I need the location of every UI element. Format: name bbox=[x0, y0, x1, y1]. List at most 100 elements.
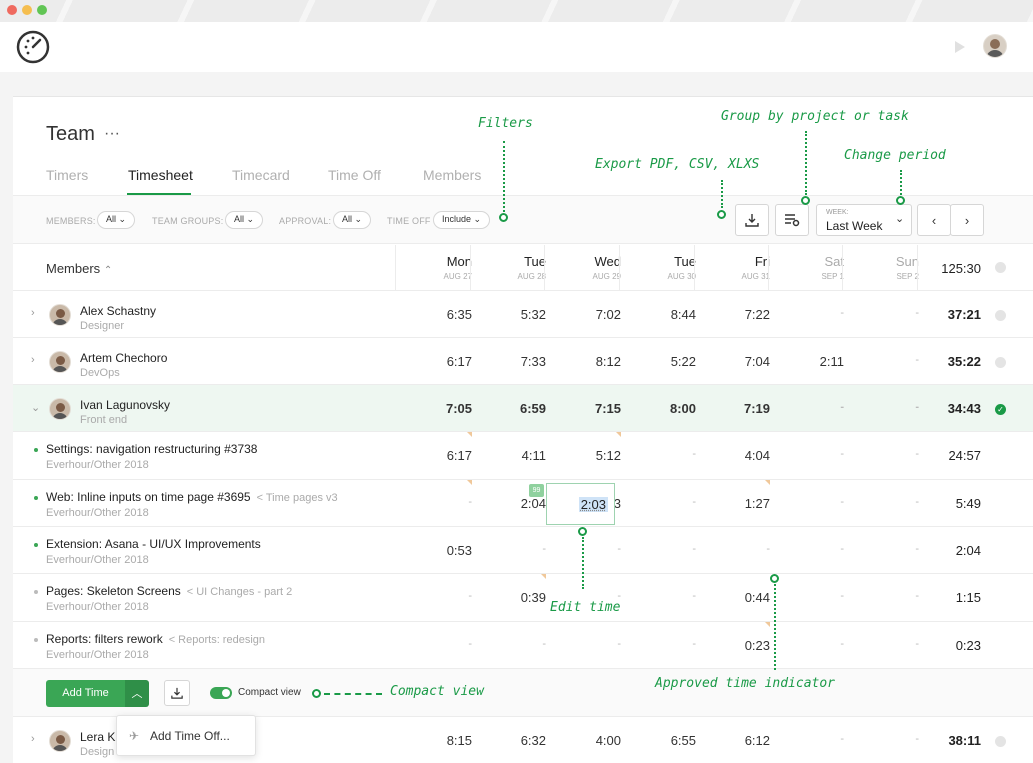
time-cell[interactable]: 8:12 bbox=[595, 353, 621, 369]
time-cell[interactable]: - bbox=[840, 448, 844, 460]
more-options-button[interactable]: ··· bbox=[104, 125, 120, 142]
time-cell[interactable]: - bbox=[468, 637, 472, 650]
member-row[interactable]: ⌄ Ivan Lagunovsky Front end 7:05 6:59 7:15 8:0… bbox=[13, 385, 1033, 432]
time-cell[interactable]: - bbox=[915, 400, 919, 413]
time-cell[interactable]: 5:32 bbox=[520, 306, 546, 322]
time-cell[interactable]: 7:19 bbox=[743, 400, 770, 416]
export-button[interactable] bbox=[735, 204, 769, 236]
time-cell[interactable]: - bbox=[840, 306, 844, 319]
time-cell[interactable]: - bbox=[766, 542, 770, 555]
time-off-filter-select[interactable]: Include ⌄ bbox=[433, 211, 491, 229]
members-column-header[interactable]: Members ⌃ bbox=[46, 261, 112, 276]
time-cell[interactable]: - bbox=[840, 495, 844, 508]
expand-chevron-icon[interactable]: ⌄ bbox=[31, 402, 41, 414]
time-cell[interactable]: - bbox=[542, 637, 546, 650]
approval-status-icon[interactable] bbox=[995, 262, 1006, 273]
time-cell[interactable]: - bbox=[915, 732, 919, 745]
week-period-select[interactable]: WEEK: Last Week ⌄ bbox=[816, 204, 912, 236]
close-window-dot[interactable] bbox=[7, 5, 17, 15]
time-cell[interactable]: 1:27 bbox=[744, 495, 770, 511]
group-by-button[interactable] bbox=[775, 204, 809, 236]
time-cell[interactable]: 7:15 bbox=[594, 400, 621, 416]
expand-chevron-icon[interactable]: › bbox=[31, 733, 35, 745]
time-cell[interactable]: 6:17 bbox=[446, 353, 472, 369]
expand-chevron-icon[interactable]: › bbox=[31, 354, 35, 366]
time-cell[interactable]: - bbox=[692, 590, 696, 602]
add-time-dropdown-toggle[interactable]: ︿ bbox=[125, 680, 149, 707]
next-period-button[interactable]: › bbox=[950, 204, 984, 236]
tab-timers[interactable]: Timers bbox=[46, 167, 89, 183]
time-cell[interactable]: 8:44 bbox=[670, 306, 696, 322]
task-row[interactable]: Extension: Asana - UI/UX Improvements Eve… bbox=[13, 527, 1033, 574]
minimize-window-dot[interactable] bbox=[22, 5, 32, 15]
time-cell[interactable]: 4:11 bbox=[521, 448, 546, 463]
notification-bell-icon[interactable] bbox=[952, 39, 968, 55]
time-cell[interactable]: 5:22 bbox=[670, 353, 696, 369]
time-cell[interactable]: 6:32 bbox=[520, 732, 546, 748]
task-name[interactable]: Reports: filters rework < Reports: redesi… bbox=[46, 632, 265, 646]
download-button[interactable] bbox=[164, 680, 190, 706]
time-cell[interactable]: - bbox=[840, 732, 844, 745]
time-cell[interactable]: - bbox=[840, 590, 844, 602]
time-cell[interactable]: 4:04 bbox=[744, 448, 770, 463]
add-time-off-menu-item[interactable]: Add Time Off... bbox=[150, 729, 230, 743]
time-cell[interactable]: 0:39 bbox=[520, 590, 546, 605]
time-cell[interactable]: - bbox=[840, 542, 844, 555]
logo-clock-icon[interactable] bbox=[16, 30, 50, 64]
tab-members[interactable]: Members bbox=[423, 167, 482, 183]
time-cell[interactable]: - bbox=[542, 542, 546, 555]
time-cell[interactable]: - bbox=[468, 495, 472, 508]
time-cell[interactable]: - bbox=[692, 637, 696, 650]
time-cell[interactable]: - bbox=[617, 637, 621, 650]
tab-timecard[interactable]: Timecard bbox=[232, 167, 290, 183]
approval-status-icon[interactable] bbox=[995, 309, 1006, 321]
task-row[interactable]: Web: Inline inputs on time page #3695 < T… bbox=[13, 480, 1033, 527]
time-cell[interactable]: 6:59 bbox=[519, 400, 546, 416]
approval-filter-select[interactable]: All ⌄ bbox=[333, 211, 372, 229]
time-cell[interactable]: - bbox=[692, 542, 696, 555]
time-cell[interactable]: 6:12 bbox=[744, 732, 770, 748]
task-name[interactable]: Pages: Skeleton Screens < UI Changes - pa… bbox=[46, 584, 292, 598]
member-row[interactable]: › Artem Chechoro DevOps 6:17 7:33 8:12 5:22 7:0… bbox=[13, 338, 1033, 385]
approval-status-icon[interactable] bbox=[995, 356, 1006, 368]
time-cell[interactable]: 0:44 bbox=[744, 590, 770, 605]
time-cell[interactable]: - bbox=[617, 590, 621, 602]
task-row[interactable]: Reports: filters rework < Reports: redesi… bbox=[13, 622, 1033, 669]
time-cell[interactable]: - bbox=[915, 542, 919, 555]
time-cell[interactable]: - bbox=[617, 542, 621, 555]
compact-view-toggle[interactable] bbox=[210, 687, 232, 699]
maximize-window-dot[interactable] bbox=[37, 5, 47, 15]
time-cell[interactable]: - bbox=[915, 353, 919, 366]
time-cell[interactable]: - bbox=[692, 495, 696, 508]
time-cell[interactable]: - bbox=[915, 306, 919, 319]
members-filter-select[interactable]: All ⌄ bbox=[97, 211, 136, 229]
task-name[interactable]: Settings: navigation restructuring #3738 bbox=[46, 442, 263, 456]
task-name[interactable]: Web: Inline inputs on time page #3695 < T… bbox=[46, 490, 338, 504]
time-cell[interactable]: - bbox=[840, 637, 844, 650]
time-cell[interactable]: 7:02 bbox=[595, 306, 621, 322]
member-row[interactable]: › Alex Schastny Designer 6:35 5:32 7:02 8:44 7:… bbox=[13, 291, 1033, 338]
time-edit-input[interactable]: 2:03 bbox=[546, 483, 615, 525]
time-cell[interactable]: 6:35 bbox=[446, 306, 472, 322]
time-cell[interactable]: 7:22 bbox=[744, 306, 770, 322]
time-cell[interactable]: 0:53 bbox=[446, 542, 472, 558]
expand-chevron-icon[interactable]: › bbox=[31, 307, 35, 319]
time-cell[interactable]: 8:00 bbox=[669, 400, 696, 416]
time-cell[interactable]: 2:11 bbox=[819, 353, 844, 369]
team-groups-filter-select[interactable]: All ⌄ bbox=[225, 211, 264, 229]
time-cell[interactable]: - bbox=[915, 590, 919, 602]
time-cell[interactable]: - bbox=[915, 495, 919, 508]
time-cell[interactable]: 4:00 bbox=[595, 732, 621, 748]
time-cell[interactable]: - bbox=[468, 590, 472, 602]
add-time-button[interactable]: Add Time bbox=[46, 680, 125, 707]
tab-time-off[interactable]: Time Off bbox=[328, 167, 381, 183]
task-row[interactable]: Pages: Skeleton Screens < UI Changes - pa… bbox=[13, 574, 1033, 622]
time-cell[interactable]: 5:12 bbox=[595, 448, 621, 463]
approval-status-icon[interactable]: ✓ bbox=[995, 403, 1006, 415]
comment-badge-icon[interactable]: 99 bbox=[529, 484, 544, 497]
time-cell[interactable]: 7:04 bbox=[744, 353, 770, 369]
time-cell[interactable]: 0:23 bbox=[744, 637, 770, 653]
task-row[interactable]: Settings: navigation restructuring #3738… bbox=[13, 432, 1033, 480]
time-cell[interactable]: 8:15 bbox=[446, 732, 472, 748]
time-cell[interactable]: 6:55 bbox=[670, 732, 696, 748]
